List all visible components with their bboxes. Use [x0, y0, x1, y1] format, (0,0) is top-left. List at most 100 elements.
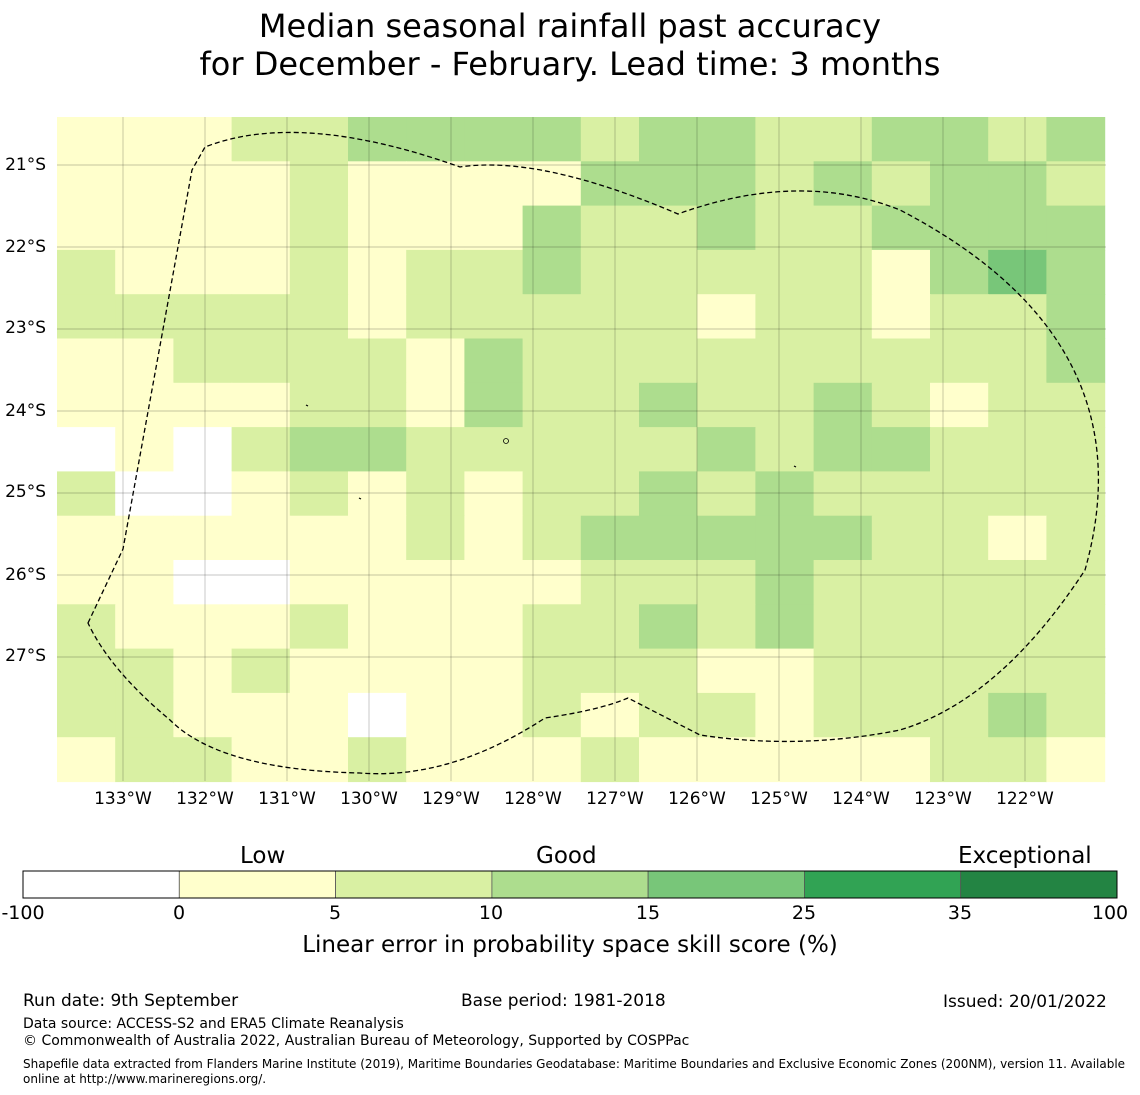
grid-cell: [231, 737, 291, 783]
grid-cell: [57, 471, 116, 517]
lon-label: 130°W: [340, 789, 398, 809]
lon-label: 126°W: [668, 789, 726, 809]
grid-cell: [580, 648, 640, 694]
grid-cell: [289, 249, 349, 295]
grid-cell: [406, 294, 465, 340]
grid-cell: [406, 648, 465, 694]
grid-cell: [57, 692, 116, 738]
grid-cell: [231, 249, 291, 295]
grid-cell: [348, 382, 407, 428]
grid-cell: [464, 604, 524, 650]
grid-cell: [115, 604, 174, 650]
grid-cell: [639, 382, 698, 428]
grid-cell: [348, 427, 407, 472]
grid-cell: [1046, 604, 1106, 650]
grid-cell: [173, 692, 233, 738]
grid-cell: [813, 161, 873, 207]
colorbar-tick: 0: [172, 902, 186, 924]
island-marker: [358, 497, 362, 500]
grid-cell: [289, 692, 349, 738]
grid-cell: [697, 338, 756, 384]
grid-cell: [813, 737, 873, 783]
grid-cell: [348, 117, 407, 162]
lon-label: 122°W: [996, 789, 1054, 809]
grid-cell: [464, 737, 524, 783]
grid-cell: [1046, 560, 1106, 605]
grid-cell: [522, 692, 582, 738]
grid-cell: [755, 560, 815, 605]
lon-label: 132°W: [176, 789, 234, 809]
grid-cell: [580, 161, 640, 207]
grid-cell: [406, 471, 465, 517]
grid-cell: [348, 338, 407, 384]
grid-cell: [871, 382, 931, 428]
grid-cell: [639, 205, 698, 251]
colorbar-segment: [647, 870, 805, 899]
map-title-line1: Median seasonal rainfall past accuracy: [258, 7, 882, 45]
grid-cell: [406, 117, 465, 162]
grid-cell: [580, 205, 640, 251]
grid-cell: [115, 560, 174, 605]
grid-cell: [697, 471, 756, 517]
grid-cell: [406, 338, 465, 384]
grid-cell: [57, 205, 116, 251]
lon-label: 127°W: [586, 789, 644, 809]
grid-cell: [580, 117, 640, 162]
grid-cell: [464, 648, 524, 694]
grid-cell: [930, 338, 989, 384]
lat-label: 26°S: [5, 565, 46, 585]
colorbar-segment: [960, 870, 1118, 899]
issued-date: Issued: 20/01/2022: [943, 992, 1107, 1012]
grid-cell: [813, 117, 873, 162]
grid-cell: [639, 294, 698, 340]
grid-cell: [813, 648, 873, 694]
grid-cell: [697, 692, 756, 738]
grid-cell: [639, 692, 698, 738]
grid-cell: [988, 205, 1047, 251]
grid-cell: [930, 471, 989, 517]
grid-cell: [406, 560, 465, 605]
grid-cell: [988, 382, 1047, 428]
grid-cell: [464, 338, 524, 384]
lat-label: 21°S: [5, 155, 46, 175]
grid-cell: [580, 294, 640, 340]
grid-cell: [348, 294, 407, 340]
grid-cell: [930, 205, 989, 251]
category-low: Low: [240, 843, 286, 869]
grid-cell: [988, 560, 1047, 605]
grid-cell: [697, 117, 756, 162]
grid-cell: [813, 249, 873, 295]
grid-cell: [988, 737, 1047, 783]
grid-cell: [115, 205, 174, 251]
grid-cell: [639, 737, 698, 783]
shapefile-credit: Shapefile data extracted from Flanders M…: [23, 1057, 1126, 1086]
grid-cell: [639, 471, 698, 517]
grid-cell: [522, 471, 582, 517]
grid-cell: [522, 604, 582, 650]
grid-cell: [348, 249, 407, 295]
lon-label: 123°W: [914, 789, 972, 809]
run-date: Run date: 9th September: [23, 991, 239, 1011]
grid-cell: [289, 737, 349, 783]
grid-cell: [406, 382, 465, 428]
grid-cell: [231, 161, 291, 207]
colorbar-outline: [22, 870, 1118, 899]
grid-cell: [755, 117, 815, 162]
grid-cell: [580, 604, 640, 650]
grid-cell: [1046, 205, 1106, 251]
grid-cell: [639, 515, 698, 561]
grid-cell: [988, 515, 1047, 561]
colorbar-tick: 100: [1091, 902, 1129, 924]
grid-cell: [57, 382, 116, 428]
grid-cell: [755, 648, 815, 694]
grid-cell: [57, 560, 116, 605]
grid-cell: [464, 427, 524, 472]
category-exceptional: Exceptional: [958, 843, 1092, 869]
grid-cell: [988, 249, 1047, 295]
grid-cell: [988, 161, 1047, 207]
graticule: [57, 117, 1106, 781]
grid-cell: [231, 427, 291, 472]
lat-label: 27°S: [5, 646, 46, 666]
island-marker: [305, 404, 309, 407]
